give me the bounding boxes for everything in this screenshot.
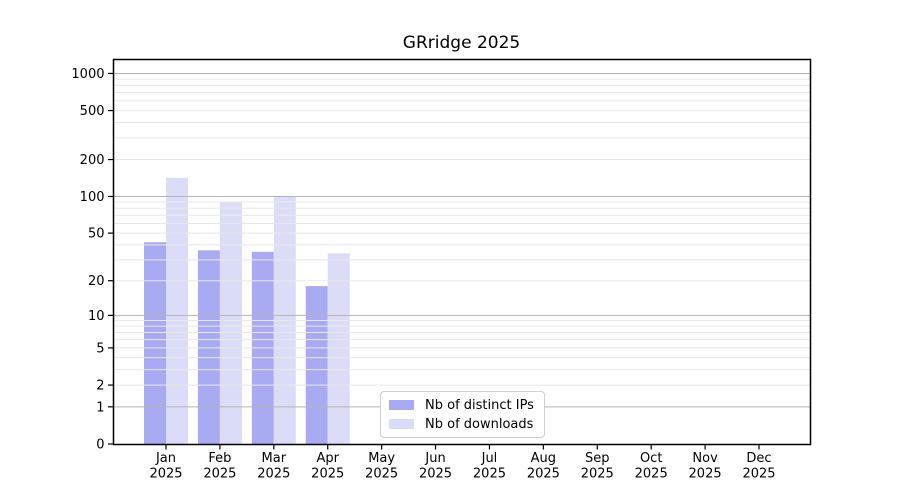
legend-swatch-distinct-ips [389, 400, 414, 410]
legend-label-downloads: Nb of downloads [425, 416, 534, 432]
x-tick-label: May 2025 [365, 451, 398, 482]
y-tick-label: 50 [88, 227, 105, 242]
y-tick-label: 20 [88, 274, 105, 289]
chart-title: GRridge 2025 [402, 33, 521, 53]
bar-downloads-feb [219, 202, 242, 445]
bar-downloads-jan [166, 177, 188, 445]
x-tick-label: Nov 2025 [689, 451, 722, 482]
bars-layer [144, 177, 350, 445]
x-tick-label: Dec 2025 [742, 451, 775, 482]
x-tick-label: Jun 2025 [419, 451, 452, 482]
y-axis: 0 1 2 5 10 20 50 100 200 500 1000 [71, 67, 114, 453]
y-tick-label: 1 [96, 400, 104, 415]
y-tick-label: 5 [96, 341, 104, 356]
x-tick-label: Mar 2025 [257, 451, 290, 482]
x-tick-label: Apr 2025 [311, 451, 344, 482]
legend-swatch-downloads [389, 419, 414, 429]
y-tick-label: 200 [80, 153, 105, 168]
bar-distinct-ips-apr [305, 286, 328, 445]
y-tick-label: 500 [80, 104, 105, 119]
x-tick-label: Oct 2025 [635, 451, 668, 482]
legend-box: Nb of distinct IPs Nb of downloads [380, 391, 545, 438]
minor-gridlines [113, 78, 811, 386]
x-tick-label: Feb 2025 [203, 451, 236, 482]
y-tick-label: 1000 [71, 67, 104, 82]
x-tick-label: Sep 2025 [581, 451, 614, 482]
y-tick-label: 2 [96, 379, 104, 394]
y-tick-label: 100 [80, 190, 105, 205]
plot-frame [112, 58, 812, 446]
x-axis: Jan 2025 Feb 2025 Mar 2025 Apr 2025 May 2025 Jun 20… [149, 444, 776, 482]
legend-item-downloads: Nb of downloads [389, 417, 544, 432]
bar-downloads-apr [327, 253, 350, 445]
legend-item-distinct-ips: Nb of distinct IPs [389, 398, 544, 413]
x-tick-label: Aug 2025 [527, 451, 560, 482]
y-tick-label: 0 [96, 438, 104, 453]
x-tick-label: Jul 2025 [473, 451, 506, 482]
y-tick-label: 10 [88, 309, 105, 324]
legend-label-distinct-ips: Nb of distinct IPs [425, 397, 534, 413]
x-tick-label: Jan 2025 [149, 451, 182, 482]
bar-distinct-ips-jan [144, 242, 166, 445]
